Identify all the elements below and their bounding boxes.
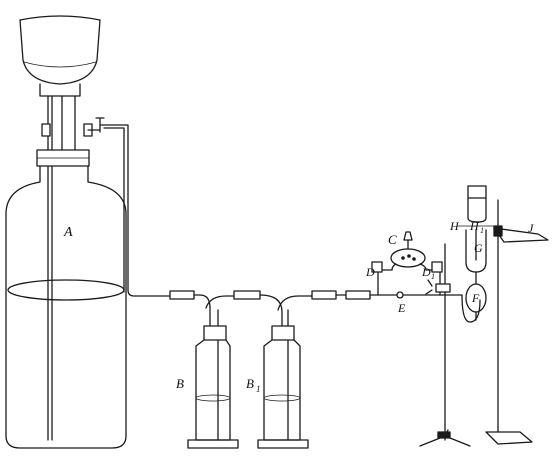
label-h: H (449, 219, 460, 233)
b-in-tube (205, 295, 237, 309)
absorption-g-f (457, 185, 495, 321)
b1-liquid (263, 394, 301, 402)
b-liquid (195, 394, 231, 402)
b1-body (263, 339, 301, 441)
bulb-granule (401, 256, 405, 260)
aspirator-bottle-a (5, 15, 127, 449)
wash-bottle-b1 (257, 294, 315, 449)
clamp-screw (425, 279, 433, 295)
bulb-granule (407, 254, 411, 258)
tubing-b1-to-e (311, 290, 441, 300)
tubing-a-to-b (99, 124, 211, 337)
funnel-rim (23, 61, 97, 68)
tube-outer (99, 124, 173, 297)
funnel-stem (39, 83, 81, 97)
bulb-joint-l (391, 263, 397, 271)
tripod-hub (437, 431, 451, 439)
b-base (187, 439, 239, 449)
platform-j (493, 227, 549, 243)
bulb-c-assembly (371, 231, 443, 296)
bulb-cap (403, 231, 413, 241)
label-h1: H (469, 219, 480, 233)
bottle-body (5, 165, 127, 449)
b1-in-tube (259, 294, 283, 337)
label-b1: B (246, 376, 254, 391)
rubber-joint-2 (233, 290, 261, 300)
clamp-d1 (431, 261, 443, 273)
b-body (195, 339, 231, 441)
label-c: C (388, 232, 397, 247)
b1-out-tube (277, 295, 315, 311)
clamp-left (41, 123, 51, 137)
wash-bottle-b (187, 290, 261, 449)
water-surface (7, 279, 125, 301)
funnel-cup (19, 15, 101, 85)
bypass-left (377, 269, 393, 296)
label-b1-sub: 1 (256, 384, 261, 394)
label-d1: D (421, 265, 431, 279)
stand-base (485, 431, 533, 445)
rubber-joint-1 (169, 290, 195, 300)
junction-point-e (396, 291, 404, 299)
tube-inner (103, 127, 125, 293)
bulb-joint-r (419, 263, 427, 271)
clamp-d (371, 261, 383, 273)
label-d1-sub: 1 (431, 272, 435, 281)
label-e: E (397, 301, 406, 315)
platform-clamp (493, 225, 503, 237)
label-a: A (63, 225, 73, 240)
label-g: G (474, 241, 483, 255)
rubber-joint-4 (345, 290, 371, 300)
tube-down-b (193, 294, 211, 337)
label-b: B (176, 376, 184, 391)
g-upper-neck (467, 197, 487, 223)
label-d: D (365, 265, 375, 279)
b1-base (257, 439, 309, 449)
b1-stopper (271, 325, 295, 341)
rubber-joint-3 (311, 290, 337, 300)
g-top-cap (467, 185, 487, 199)
junction-e (396, 291, 481, 323)
label-h1-sub: 1 (480, 226, 484, 235)
stand-clamp (435, 283, 451, 293)
label-j: J (528, 221, 534, 235)
b-stopper (203, 325, 227, 341)
bulb-granule (412, 257, 416, 261)
stand-left (419, 243, 471, 447)
label-f: F (471, 291, 480, 305)
stand-right (485, 199, 549, 445)
